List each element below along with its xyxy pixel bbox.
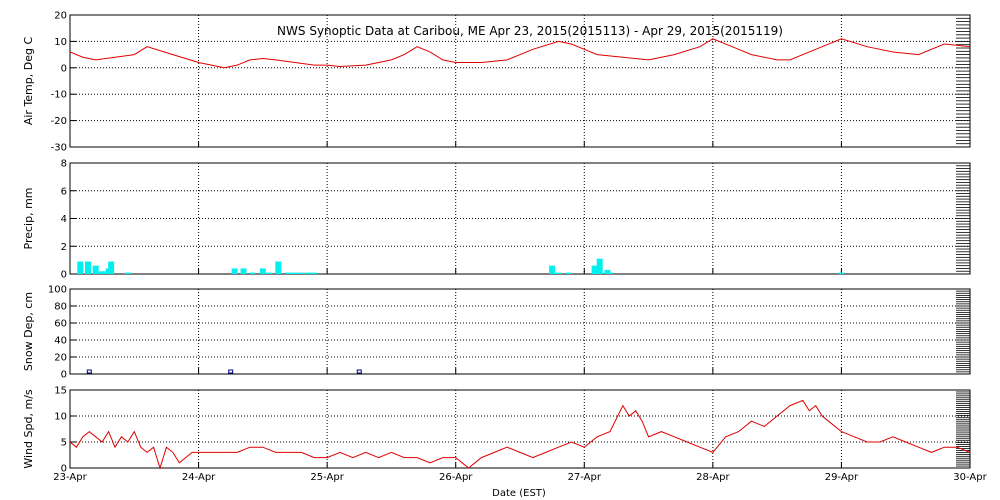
air_temp-series-line	[69, 38, 971, 69]
y-tick-label: 10	[54, 37, 67, 48]
y-tick-label: 20	[54, 353, 67, 364]
y-tick-label: 5	[61, 438, 67, 449]
panel-frame	[69, 288, 971, 375]
y-tick-label: -30	[51, 143, 67, 154]
precip-bar	[565, 272, 572, 274]
y-axis-label: Air Temp, Deg C	[22, 37, 35, 126]
y-tick-label: 6	[61, 186, 67, 197]
precip-bar	[285, 272, 292, 274]
precip-bar	[85, 261, 91, 274]
precip-bar	[99, 271, 106, 274]
snow-point	[228, 369, 234, 374]
x-axis-label: Date (EST)	[492, 488, 546, 499]
y-tick-label: 10	[54, 412, 67, 423]
y-axis-label: Precip, mm	[22, 188, 35, 250]
y-tick-label: 0	[61, 464, 67, 475]
x-tick-label: 29-Apr	[825, 472, 859, 483]
precip-bar	[838, 272, 845, 274]
y-tick-label: 8	[61, 159, 67, 170]
precip-bar	[77, 261, 84, 274]
x-tick-label: 30-Apr	[953, 472, 987, 483]
precip-bar	[604, 269, 611, 274]
precip-bar	[549, 265, 556, 274]
precip-bar	[591, 265, 598, 274]
y-tick-label: -10	[51, 90, 67, 101]
snow-point	[356, 369, 362, 374]
precip-bar	[275, 261, 282, 274]
x-tick-label: 28-Apr	[696, 472, 730, 483]
precip-bar	[231, 268, 238, 274]
precip-bar	[304, 272, 311, 274]
y-tick-label: 60	[54, 319, 67, 330]
snow-point	[86, 369, 92, 374]
precip-bar	[92, 265, 99, 274]
y-tick-label: 15	[54, 386, 67, 397]
y-tick-label: 0	[61, 63, 67, 74]
precip-bar	[249, 272, 256, 274]
x-tick-label: 27-Apr	[568, 472, 602, 483]
y-tick-label: -20	[51, 116, 67, 127]
precip-bar	[240, 268, 247, 274]
chart-title: NWS Synoptic Data at Caribou, ME Apr 23,…	[277, 24, 783, 38]
x-tick-label: 24-Apr	[182, 472, 216, 483]
y-axis-label: Snow Dep, cm	[22, 292, 35, 371]
precip-bar	[596, 258, 603, 274]
panel-air_temp: 20 10 0 -10 -20 -30 Air Temp, Deg C	[22, 11, 971, 154]
x-tick-label: 26-Apr	[439, 472, 473, 483]
panel-wind_speed: 15 10 5 0 Wind Spd, m/s	[22, 386, 971, 475]
y-tick-label: 2	[61, 242, 67, 253]
precip-bar	[259, 268, 266, 274]
panel-precip: 8 6 4 2 0 Precip, mm	[22, 159, 971, 281]
precip-bar	[108, 261, 115, 274]
precip-bar	[607, 272, 613, 274]
precip-bar	[298, 272, 305, 274]
wind_speed-series-line	[69, 399, 971, 470]
precip-bar	[555, 272, 562, 274]
precip-bar	[292, 272, 298, 274]
panel-frame	[69, 389, 971, 469]
precip-bar	[266, 272, 273, 274]
precip-bar	[311, 272, 318, 274]
panel-snow_depth: 100 80 60 40 20 0 Snow Dep, cm	[22, 285, 971, 381]
x-tick-label: 23-Apr	[53, 472, 87, 483]
y-tick-label: 20	[54, 11, 67, 22]
x-tick-label: 25-Apr	[310, 472, 344, 483]
y-tick-label: 80	[54, 302, 67, 313]
y-tick-label: 4	[61, 214, 67, 225]
y-tick-label: 40	[54, 336, 67, 347]
y-tick-label: 0	[61, 370, 67, 381]
y-tick-label: 0	[61, 270, 67, 281]
y-tick-label: 100	[48, 285, 67, 296]
precip-bar	[124, 272, 131, 274]
y-axis-label: Wind Spd, m/s	[22, 389, 35, 469]
